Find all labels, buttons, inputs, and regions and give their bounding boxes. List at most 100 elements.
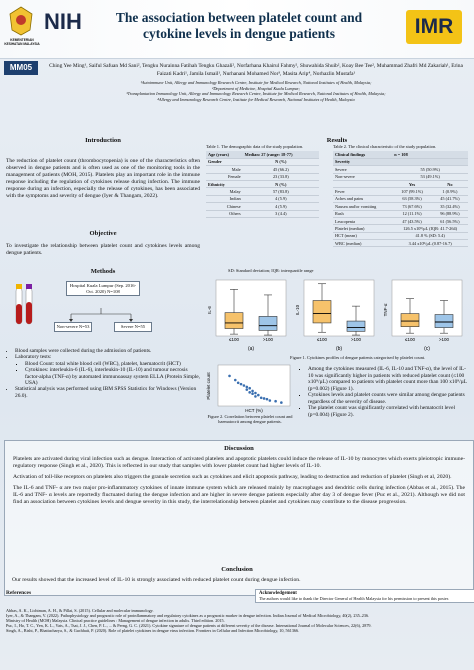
header-cell: Clinical findings [333, 151, 393, 159]
flow-box: Severe N=55 [114, 322, 152, 332]
row: Others 3 (4.4) [206, 210, 319, 218]
cell: Others [206, 210, 243, 218]
bullet-text: Blood samples were collected during the … [15, 348, 152, 354]
affiliations: ¹Autoimmune Unit, Allergy and Immunology… [46, 80, 466, 102]
paragraph: To investigate the relationship between … [6, 243, 200, 256]
cell: Severe [333, 165, 393, 174]
panel-title: IL-10 [295, 304, 300, 315]
findings: Among the cytokines measured (IL-6, IL-1… [300, 366, 468, 418]
paragraph: The IL-6 and TNF- α are two major pro-in… [13, 485, 465, 505]
cell: 41.8 % (SD: 5.4) [392, 232, 468, 241]
point [236, 381, 240, 385]
heading: Introduction [85, 137, 121, 144]
point [262, 397, 266, 400]
point [259, 396, 263, 400]
section-row: Severity [333, 158, 468, 167]
row: WBC (median) 3.44 x10⁹/µL (0.87-16.7) [333, 239, 468, 248]
cell: Rash [333, 210, 393, 218]
conclusion: Conclusion Our results showed that the i… [12, 566, 462, 584]
figure-1: IL-6 ≤100 >100 (a) IL-10 ≤100 >100 (b) TNF-α ≤100… [204, 278, 470, 354]
cell: 96 (88.9%) [431, 210, 468, 218]
cell: 55 (50.9%) [392, 165, 468, 174]
cell: Male [206, 165, 243, 174]
cell: 126.5 x10⁹/µL (IQR: 41.7-264) [392, 224, 468, 233]
panel-title: IL-6 [207, 306, 212, 314]
table-caption: Table 1. The demographic data of the stu… [206, 144, 304, 149]
heading: Discussion [224, 445, 254, 452]
finding: Among the cytokines measured (IL-6, IL-1… [308, 366, 468, 392]
section-cell: Severity [333, 158, 468, 167]
header-row: Age (years) Median: 27 (range: 18-77) [206, 151, 319, 159]
panel-title: TNF-α [383, 303, 388, 316]
sub-bullet: Cytokines: interleukin-6 (IL-6), interle… [25, 367, 202, 386]
boxplot: IL-6 ≤100 >100 (a) [207, 279, 287, 352]
cell: Malay [206, 187, 243, 196]
row: Indian 4 (5.9) [206, 195, 319, 204]
boxplot: TNF-α ≤100 >100 (c) [383, 279, 463, 352]
x-tick-label: >100 [439, 337, 450, 342]
cell: Indian [206, 195, 243, 204]
discussion: Discussion Platelets are activated during… [4, 440, 474, 596]
cell: Leucopenia [333, 217, 393, 226]
point [233, 378, 237, 382]
cell: WBC (median) [333, 239, 393, 248]
bullet: Statistical analysis was performed using… [15, 386, 202, 399]
sub-list: Blood Count: total white blood cell (WBC… [15, 361, 202, 387]
row: Female 23 (33.8) [206, 173, 319, 181]
bullet: Laboratory tests:Blood Count: total whit… [15, 354, 202, 386]
cell: Nausea and/or vomiting [333, 202, 393, 211]
point [254, 395, 257, 398]
point [245, 385, 249, 389]
paragraph: Activation of toll-like receptors on pla… [13, 474, 452, 480]
cell: Platelet (median) [333, 224, 393, 233]
panel-label: (a) [248, 346, 254, 352]
cell: 3 (4.4) [242, 210, 319, 218]
x-tick-label: >100 [263, 337, 274, 342]
cell: Female [206, 173, 243, 181]
x-axis-label: HCT (%) [245, 408, 263, 413]
cell: 107 (99.1%) [392, 187, 432, 196]
paragraph: Our results showed that the increased le… [12, 577, 301, 583]
heading: Results [326, 137, 348, 144]
box [224, 312, 244, 329]
cell: Chinese [206, 202, 243, 211]
references: Abbas, A. K., Lichtman, A. H., & Pillai,… [6, 608, 468, 633]
reference: Singh, A., Bisht, P., Bhattacharya, S., … [6, 628, 300, 634]
cell: 47 (43.5%) [392, 217, 432, 226]
panel-label: (c) [424, 346, 430, 352]
box [258, 316, 278, 331]
methods-bullets: Blood samples were collected during the … [6, 348, 202, 399]
x-tick-label: ≤100 [317, 337, 327, 342]
table-note: SD: Standard deviation; IQR: interquarti… [228, 268, 314, 273]
blank-cell [333, 180, 393, 189]
paragraph: The authors would like to thank the Dire… [259, 596, 449, 601]
paragraph: Platelets are activated during viral inf… [13, 456, 465, 469]
cell: 73 (67.6%) [392, 202, 432, 211]
affiliation: ⁴Allergy and Immunology Research Centre,… [157, 96, 355, 102]
point [228, 374, 231, 378]
heading: Acknowledgement [259, 591, 297, 596]
x-tick-label: ≤100 [405, 337, 415, 342]
row: Severe 55 (50.9%) [333, 165, 468, 174]
point [251, 389, 254, 393]
point [242, 384, 246, 387]
row: HCT (mean) 41.8 % (SD: 5.4) [333, 232, 468, 241]
imr-logo: IMR [406, 10, 462, 44]
figure-caption: Figure 2. Correlation between platelet c… [207, 414, 293, 425]
sub-bullet: Blood Count: total white blood cell (WBC… [25, 361, 202, 367]
column-cell: Yes [392, 180, 432, 189]
ministry: KEMENTERIAN KESIHATAN MALAYSIA [4, 38, 40, 46]
cell: 63 (58.3%) [392, 195, 432, 204]
point [239, 382, 243, 386]
plot-area [217, 364, 291, 407]
reference: Iyer, A., & Thangam, V. (2022). Pathophy… [6, 613, 370, 619]
cell: Gender [206, 158, 243, 167]
reference: Abbas, A. K., Lichtman, A. H., & Pillai,… [6, 608, 154, 613]
cell: Ethnicity [206, 180, 243, 189]
affiliation: ³Transplantation Immunology Unit, Allerg… [126, 91, 386, 97]
table-2: Table 2. The clinical characteristic of … [333, 144, 468, 248]
row: Gender N (%) [206, 158, 319, 167]
panel-label: (b) [336, 346, 342, 352]
point [245, 388, 249, 391]
